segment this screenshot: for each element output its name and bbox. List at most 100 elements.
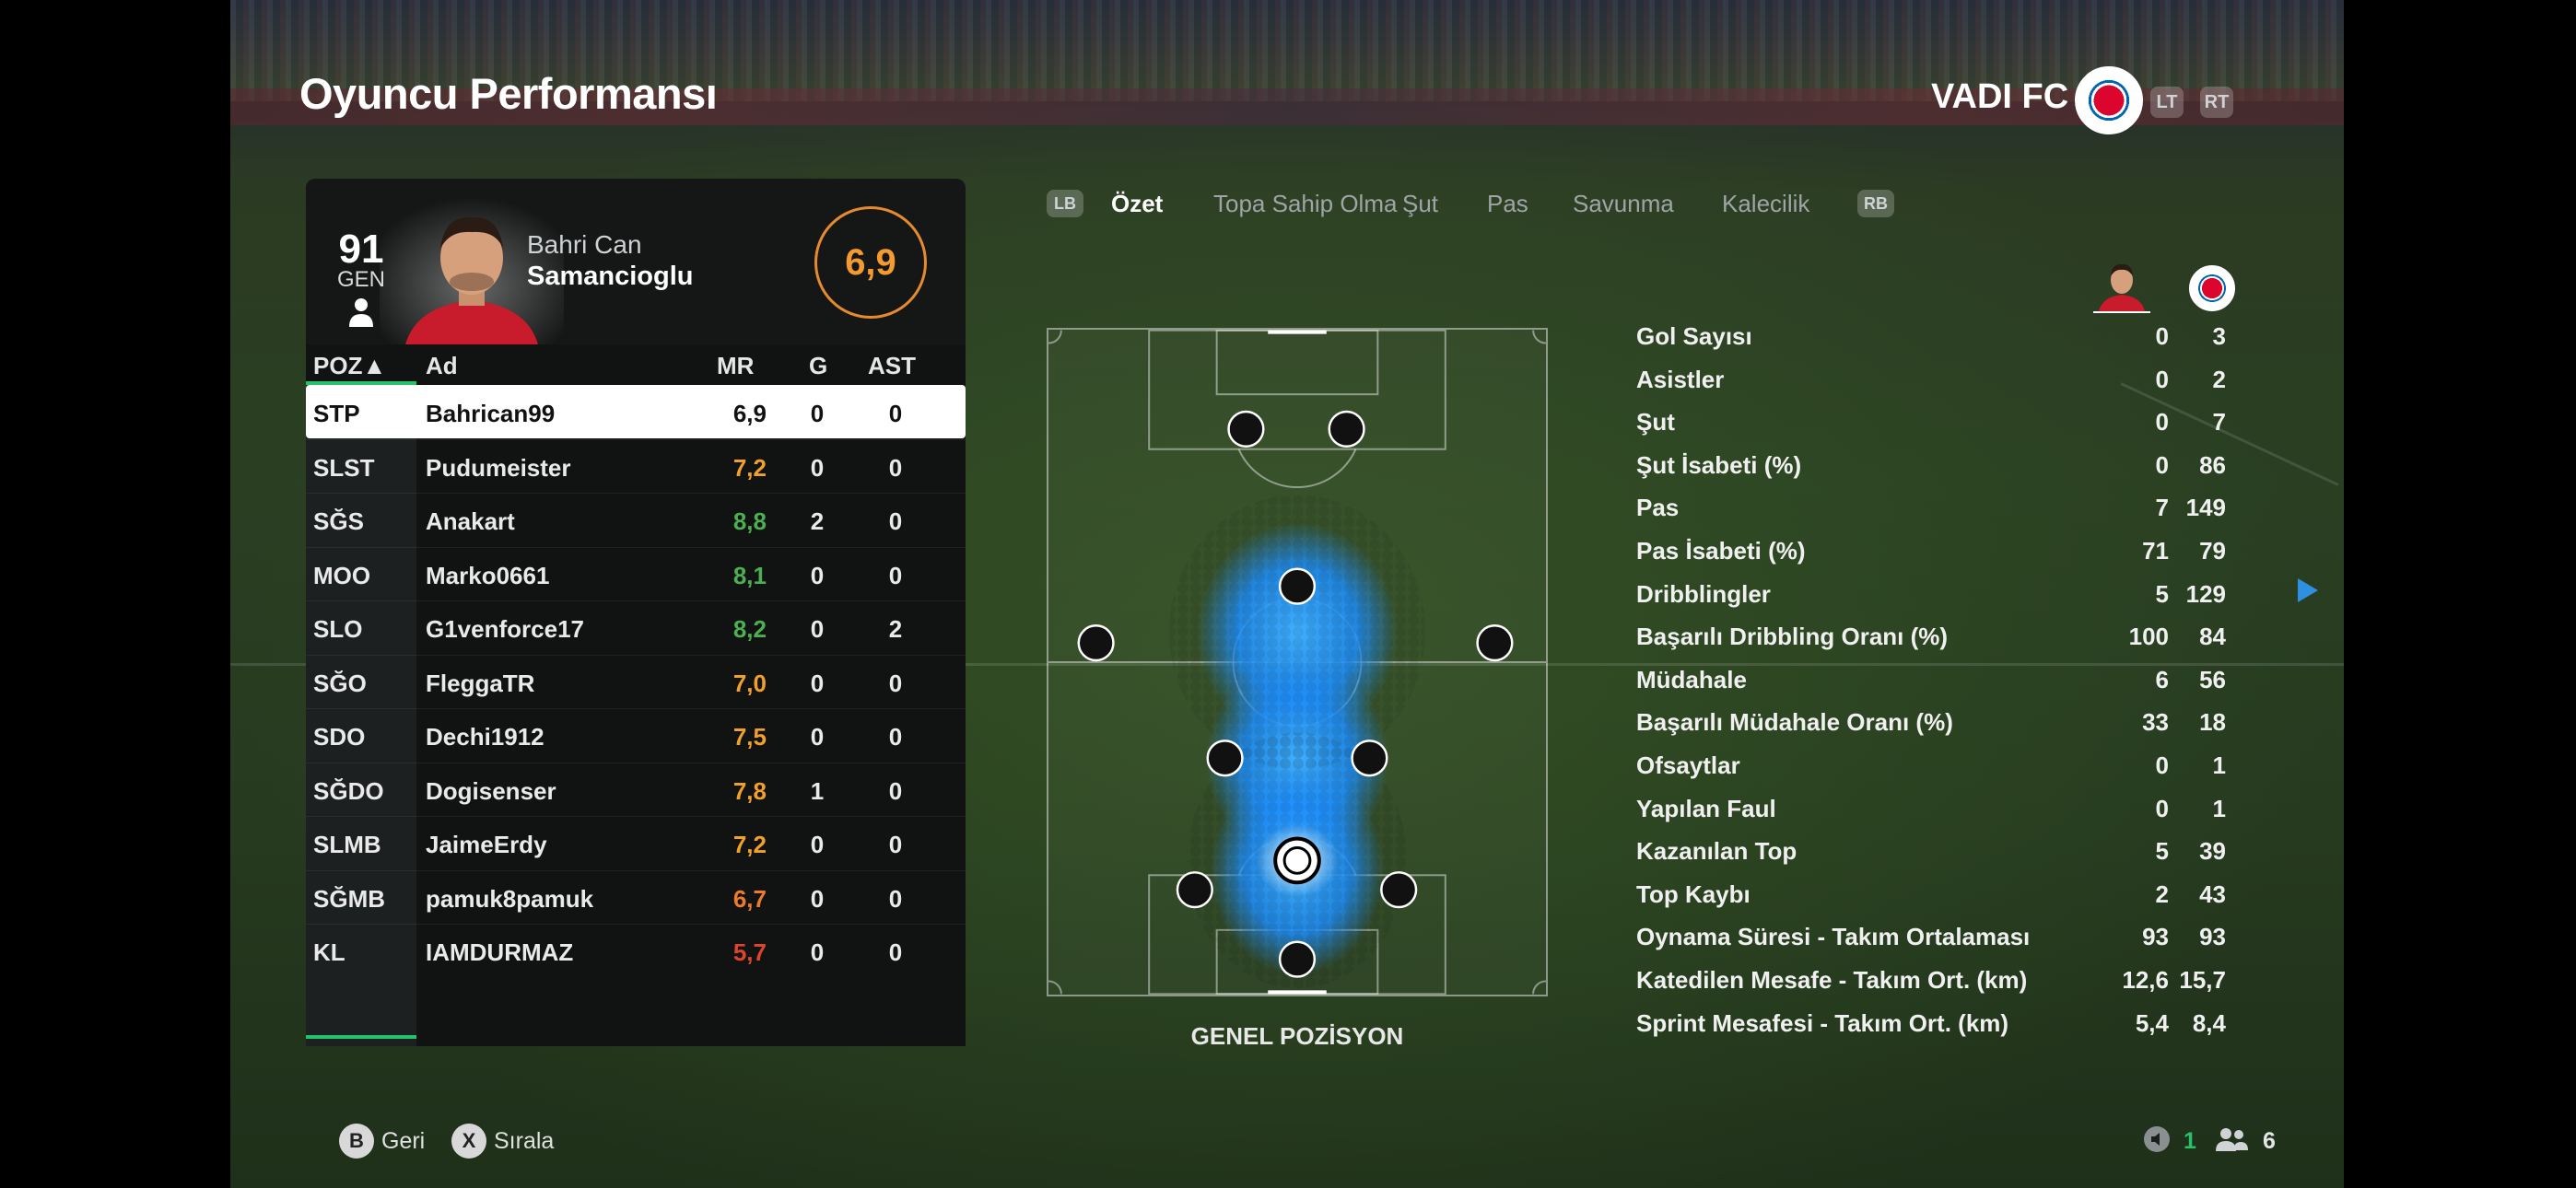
table-row[interactable]: SĞDO Dogisenser 7,8 1 0 — [306, 762, 966, 816]
tab-savunma[interactable]: Savunma — [1573, 190, 1674, 217]
back-label[interactable]: Geri — [381, 1128, 426, 1154]
table-row[interactable]: SDO Dechi1912 7,5 0 0 — [306, 708, 966, 762]
arrow-right-icon[interactable] — [2298, 578, 2318, 602]
cell-poz: MOO — [313, 561, 371, 589]
cell-g: 0 — [810, 400, 825, 427]
cell-mr: 8,2 — [732, 615, 767, 643]
lt-button-hint[interactable]: LT — [2150, 87, 2184, 118]
table-row[interactable]: KL IAMDURMAZ 5,7 0 0 — [306, 924, 966, 977]
stat-row: Şut 0 7 — [1636, 402, 2226, 439]
table-row[interactable]: MOO Marko0661 8,1 0 0 — [306, 546, 966, 600]
stat-player-value: 0 — [2155, 365, 2169, 393]
table-header: POZ▲ Ad MR G AST — [306, 344, 966, 385]
cell-g: 0 — [810, 884, 825, 913]
table-row[interactable]: SLO G1venforce17 8,2 0 2 — [306, 600, 966, 654]
stat-label: Müdahale — [1636, 665, 1747, 693]
x-button-icon[interactable]: X — [451, 1124, 486, 1159]
cell-ast: 0 — [888, 669, 903, 697]
cell-ad: pamuk8pamuk — [426, 884, 594, 913]
stat-team-value: 2 — [2212, 365, 2226, 393]
stat-row: Ofsaytlar 0 1 — [1636, 746, 2226, 783]
stat-team-value: 56 — [2199, 665, 2226, 693]
stat-player-value: 0 — [2155, 450, 2169, 479]
cell-ast: 0 — [888, 561, 903, 589]
stat-player-value: 71 — [2142, 537, 2169, 565]
table-row[interactable]: STP Bahrican99 6,9 0 0 — [306, 385, 966, 438]
cell-poz: SĞDO — [313, 776, 384, 805]
team-logo-icon[interactable] — [2075, 66, 2143, 134]
cell-ad: Dogisenser — [426, 776, 556, 805]
stat-label: Sprint Mesafesi - Takım Ort. (km) — [1636, 1008, 2009, 1037]
cell-ast: 0 — [888, 776, 903, 805]
stat-team-value: 7 — [2212, 408, 2226, 437]
lb-button-hint[interactable]: LB — [1047, 190, 1083, 217]
cell-poz: KL — [313, 938, 345, 966]
table-row[interactable]: SLST Pudumeister 7,2 0 0 — [306, 438, 966, 493]
stat-team-value: 1 — [2212, 751, 2226, 779]
rt-button-hint[interactable]: RT — [2200, 87, 2233, 118]
cell-g: 2 — [810, 507, 825, 535]
stat-player-value: 100 — [2128, 623, 2169, 651]
cell-ad: Anakart — [426, 507, 515, 535]
tab-topa-sahip-olma[interactable]: Topa Sahip Olma — [1213, 190, 1398, 217]
header-poz[interactable]: POZ▲ — [313, 352, 387, 379]
header-ast[interactable]: AST — [868, 352, 916, 379]
rb-button-hint[interactable]: RB — [1857, 190, 1894, 217]
cell-ad: IAMDURMAZ — [426, 938, 574, 966]
table-row[interactable]: SĞS Anakart 8,8 2 0 — [306, 493, 966, 546]
stat-player-value: 0 — [2155, 794, 2169, 822]
table-row[interactable]: SĞO FleggaTR 7,0 0 0 — [306, 654, 966, 708]
stat-label: Oynama Süresi - Takım Ortalaması — [1636, 923, 2031, 951]
cell-g: 0 — [810, 615, 825, 643]
stat-row: Oynama Süresi - Takım Ortalaması 93 93 — [1636, 917, 2226, 954]
player-first-name: Bahri Can — [527, 230, 642, 259]
cell-ast: 2 — [888, 615, 903, 643]
cell-g: 0 — [810, 938, 825, 966]
team-name: VADI FC — [1931, 77, 2069, 116]
cell-ast: 0 — [888, 723, 903, 751]
page-title: Oyuncu Performansı — [299, 69, 718, 118]
b-button-icon[interactable]: B — [339, 1124, 374, 1159]
players-group-icon — [2216, 1128, 2248, 1151]
position-column-background — [306, 385, 416, 1046]
cell-ast: 0 — [888, 507, 903, 535]
header-ad[interactable]: Ad — [426, 352, 458, 379]
stadium-adboards — [230, 88, 2344, 125]
stat-team-value: 1 — [2212, 794, 2226, 822]
stat-label: Katedilen Mesafe - Takım Ort. (km) — [1636, 966, 2028, 994]
player-match-rating: 6,9 — [814, 206, 927, 319]
cell-g: 0 — [810, 831, 825, 858]
cell-g: 0 — [810, 561, 825, 589]
player-last-name: Samancioglu — [527, 262, 694, 291]
cell-mr: 8,8 — [732, 507, 767, 535]
stat-row: Pas İsabeti (%) 71 79 — [1636, 531, 2226, 568]
scroll-indicator — [306, 1035, 416, 1039]
stat-team-value: 149 — [2185, 494, 2226, 522]
cell-poz: SLO — [313, 615, 363, 643]
position-heatmap-pitch — [1047, 328, 1548, 996]
stat-label: Yapılan Faul — [1636, 794, 1776, 822]
tab-kalecilik[interactable]: Kalecilik — [1722, 190, 1810, 217]
header-g[interactable]: G — [809, 352, 828, 379]
player-overall-label: GEN — [336, 267, 385, 292]
stat-team-value: 18 — [2199, 708, 2226, 737]
cell-g: 1 — [810, 776, 825, 805]
cell-mr: 5,7 — [732, 938, 767, 966]
cell-ast: 0 — [888, 453, 903, 482]
table-row[interactable]: SĞMB pamuk8pamuk 6,7 0 0 — [306, 869, 966, 924]
stat-row: Kazanılan Top 5 39 — [1636, 832, 2226, 868]
tab-pas[interactable]: Pas — [1487, 190, 1528, 217]
sort-indicator — [306, 381, 416, 385]
game-screen: Oyuncu Performansı VADI FC LT RT 91 GEN … — [230, 0, 2344, 1188]
squad-table: POZ▲ Ad MR G AST STP Bahrican99 6,9 0 0 SLST P… — [306, 344, 966, 1046]
sort-label[interactable]: Sırala — [494, 1128, 555, 1154]
stat-team-value: 79 — [2199, 537, 2226, 565]
cell-poz: SĞMB — [313, 884, 385, 913]
table-row[interactable]: SLMB JaimeErdy 7,2 0 0 — [306, 816, 966, 869]
tab-ozet[interactable]: Özet — [1111, 190, 1164, 217]
stat-row: Dribblingler 5 129 — [1636, 575, 2226, 611]
player-card: 91 GEN Bahri Can Samancioglu 6,9 — [306, 179, 966, 344]
header-mr[interactable]: MR — [717, 352, 755, 379]
tab-sut[interactable]: Şut — [1402, 190, 1439, 217]
stat-row: Gol Sayısı 0 3 — [1636, 317, 2226, 354]
